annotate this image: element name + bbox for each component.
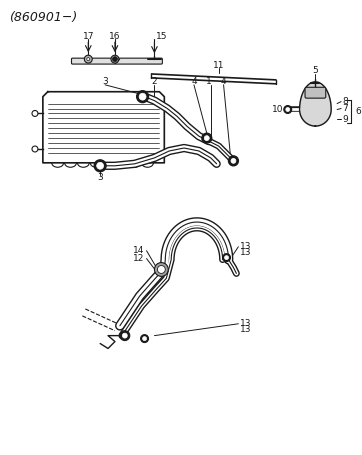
Text: 14: 14 — [133, 246, 144, 255]
Text: 13: 13 — [240, 319, 252, 328]
Text: 16: 16 — [109, 32, 121, 41]
Circle shape — [122, 333, 127, 338]
Text: 8: 8 — [342, 97, 348, 106]
Circle shape — [155, 263, 168, 276]
Text: 11: 11 — [213, 61, 224, 70]
Text: 6: 6 — [355, 107, 361, 116]
Circle shape — [32, 111, 38, 116]
Text: (860901−): (860901−) — [9, 11, 77, 24]
Text: 10: 10 — [272, 105, 283, 114]
Text: 3: 3 — [102, 77, 108, 86]
Text: 4: 4 — [191, 77, 197, 86]
Circle shape — [143, 337, 147, 340]
Text: 4: 4 — [221, 77, 226, 86]
Circle shape — [224, 256, 228, 260]
Polygon shape — [300, 82, 331, 126]
Circle shape — [231, 158, 236, 163]
Text: 2: 2 — [152, 77, 157, 86]
Circle shape — [111, 55, 119, 63]
Circle shape — [202, 133, 212, 143]
Text: 9: 9 — [342, 115, 348, 124]
Circle shape — [113, 57, 117, 61]
Text: 13: 13 — [240, 248, 252, 257]
Circle shape — [228, 156, 239, 166]
Circle shape — [84, 55, 92, 63]
Circle shape — [137, 91, 148, 102]
Circle shape — [139, 93, 146, 100]
Text: 5: 5 — [312, 66, 318, 76]
Circle shape — [157, 266, 165, 273]
FancyBboxPatch shape — [72, 58, 162, 64]
Text: 13: 13 — [240, 325, 252, 334]
Circle shape — [286, 107, 290, 111]
Text: 13: 13 — [240, 242, 252, 251]
Circle shape — [140, 334, 148, 343]
Text: 12: 12 — [133, 254, 144, 263]
Circle shape — [87, 58, 90, 61]
Text: 17: 17 — [83, 32, 94, 41]
Text: 15: 15 — [156, 32, 167, 41]
Circle shape — [94, 160, 106, 172]
Circle shape — [223, 254, 231, 262]
Circle shape — [32, 146, 38, 152]
Circle shape — [97, 162, 104, 169]
Text: 7: 7 — [342, 104, 348, 113]
Circle shape — [204, 136, 209, 141]
Text: 3: 3 — [97, 173, 103, 182]
Circle shape — [284, 106, 292, 113]
Text: 1: 1 — [206, 77, 212, 86]
FancyBboxPatch shape — [305, 87, 326, 98]
Circle shape — [120, 331, 130, 340]
